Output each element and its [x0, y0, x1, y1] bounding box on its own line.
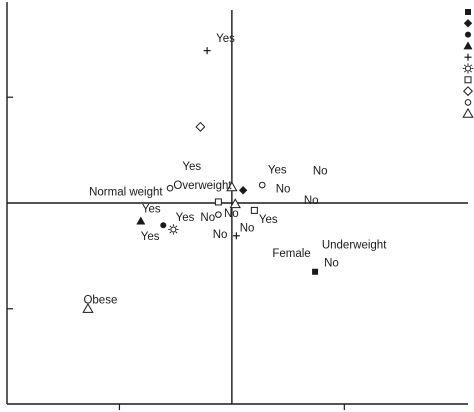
- point-label: No: [276, 183, 291, 195]
- legend-marker-open-triangle: [462, 107, 474, 118]
- point-label: Yes: [216, 33, 235, 45]
- point-label: Underweight: [322, 239, 387, 251]
- point-label: No: [240, 223, 255, 235]
- point-label: Yes: [268, 164, 287, 176]
- point-label: No: [304, 195, 319, 207]
- legend-marker-filled-circle: [465, 31, 471, 38]
- point-label: Obese: [83, 295, 117, 307]
- point-label: Female: [272, 248, 310, 260]
- data-point-open-circle: [215, 211, 222, 218]
- point-label: Normal weight: [89, 187, 163, 199]
- data-point-plus: [232, 232, 240, 240]
- data-point-filled-square: [312, 268, 319, 275]
- legend-marker-filled-square: [465, 9, 471, 15]
- data-point-open-triangle: [226, 181, 238, 192]
- data-point-plus: [203, 47, 211, 55]
- data-point-open-triangle: [82, 302, 94, 313]
- point-label: No: [224, 208, 239, 220]
- data-point-open-square: [214, 198, 222, 206]
- legend-marker-open-square: [464, 76, 472, 84]
- data-point-open-diamond: [195, 121, 206, 132]
- point-label: Yes: [142, 204, 161, 216]
- data-point-open-square: [250, 206, 258, 214]
- legend-marker-open-diamond: [462, 86, 474, 97]
- point-label: Yes: [141, 231, 160, 243]
- point-label: No: [200, 212, 215, 224]
- legend-marker-filled-triangle: [463, 41, 473, 50]
- point-label: No: [213, 229, 228, 241]
- point-label: Yes: [259, 214, 278, 226]
- data-point-open-triangle: [229, 198, 241, 209]
- data-point-filled-triangle: [136, 216, 146, 225]
- point-label: Yes: [176, 212, 195, 224]
- data-point-filled-circle: [160, 222, 167, 229]
- points: [82, 47, 319, 313]
- data-point-filled-diamond: [238, 186, 248, 195]
- point-label: Overweight: [173, 180, 232, 192]
- legend-marker-open-circle: [464, 99, 472, 106]
- legend: [462, 9, 474, 118]
- legend-marker-sun: [462, 63, 474, 74]
- data-point-sun: [168, 224, 179, 235]
- point-label: Yes: [182, 161, 201, 173]
- point-label: No: [313, 165, 328, 177]
- data-point-open-circle: [166, 184, 174, 192]
- point-label: No: [324, 257, 339, 269]
- legend-marker-plus: [464, 53, 472, 61]
- data-point-open-circle: [258, 181, 266, 189]
- legend-marker-filled-diamond: [463, 19, 473, 28]
